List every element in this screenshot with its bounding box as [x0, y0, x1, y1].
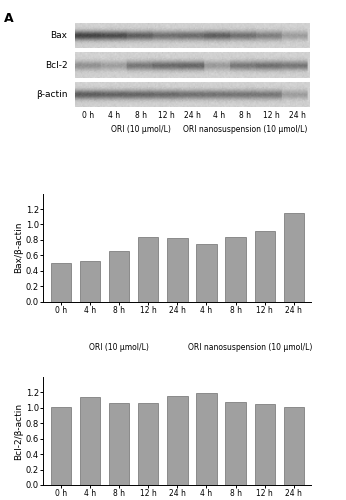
Text: ORI (10 μmol/L): ORI (10 μmol/L)	[89, 342, 149, 351]
Text: 8 h: 8 h	[239, 112, 251, 120]
Text: 24 h: 24 h	[184, 112, 201, 120]
Text: 12 h: 12 h	[158, 112, 175, 120]
Bar	[51, 407, 71, 485]
Text: A: A	[3, 12, 13, 26]
Text: 24 h: 24 h	[289, 112, 306, 120]
Bar	[225, 402, 246, 485]
Text: 0 h: 0 h	[82, 112, 94, 120]
Bar	[225, 237, 246, 302]
Bar	[167, 396, 188, 485]
Bar	[51, 263, 71, 302]
Bar	[167, 238, 188, 302]
Bar	[80, 260, 100, 302]
Bar	[284, 213, 304, 302]
Bar	[109, 403, 129, 485]
Text: ORI nanosuspension (10 μmol/L): ORI nanosuspension (10 μmol/L)	[183, 125, 307, 134]
Text: β-actin: β-actin	[36, 90, 67, 99]
Text: 12 h: 12 h	[263, 112, 279, 120]
Text: Bcl-2: Bcl-2	[45, 60, 67, 70]
Bar	[109, 252, 129, 302]
Bar	[138, 237, 158, 302]
Bar	[255, 404, 275, 485]
Text: ORI (10 μmol/L): ORI (10 μmol/L)	[111, 125, 171, 134]
Bar	[138, 403, 158, 485]
Bar	[80, 397, 100, 485]
Text: 4 h: 4 h	[213, 112, 225, 120]
Bar	[196, 393, 217, 485]
Text: 4 h: 4 h	[108, 112, 121, 120]
Y-axis label: Bax/β-actin: Bax/β-actin	[14, 222, 23, 274]
Y-axis label: Bcl-2/β-actin: Bcl-2/β-actin	[14, 402, 23, 460]
Text: 8 h: 8 h	[135, 112, 147, 120]
Bar	[196, 244, 217, 302]
Text: Bax: Bax	[51, 31, 67, 40]
Bar	[284, 407, 304, 485]
Bar	[255, 230, 275, 302]
Text: ORI nanosuspension (10 μmol/L): ORI nanosuspension (10 μmol/L)	[188, 342, 312, 351]
